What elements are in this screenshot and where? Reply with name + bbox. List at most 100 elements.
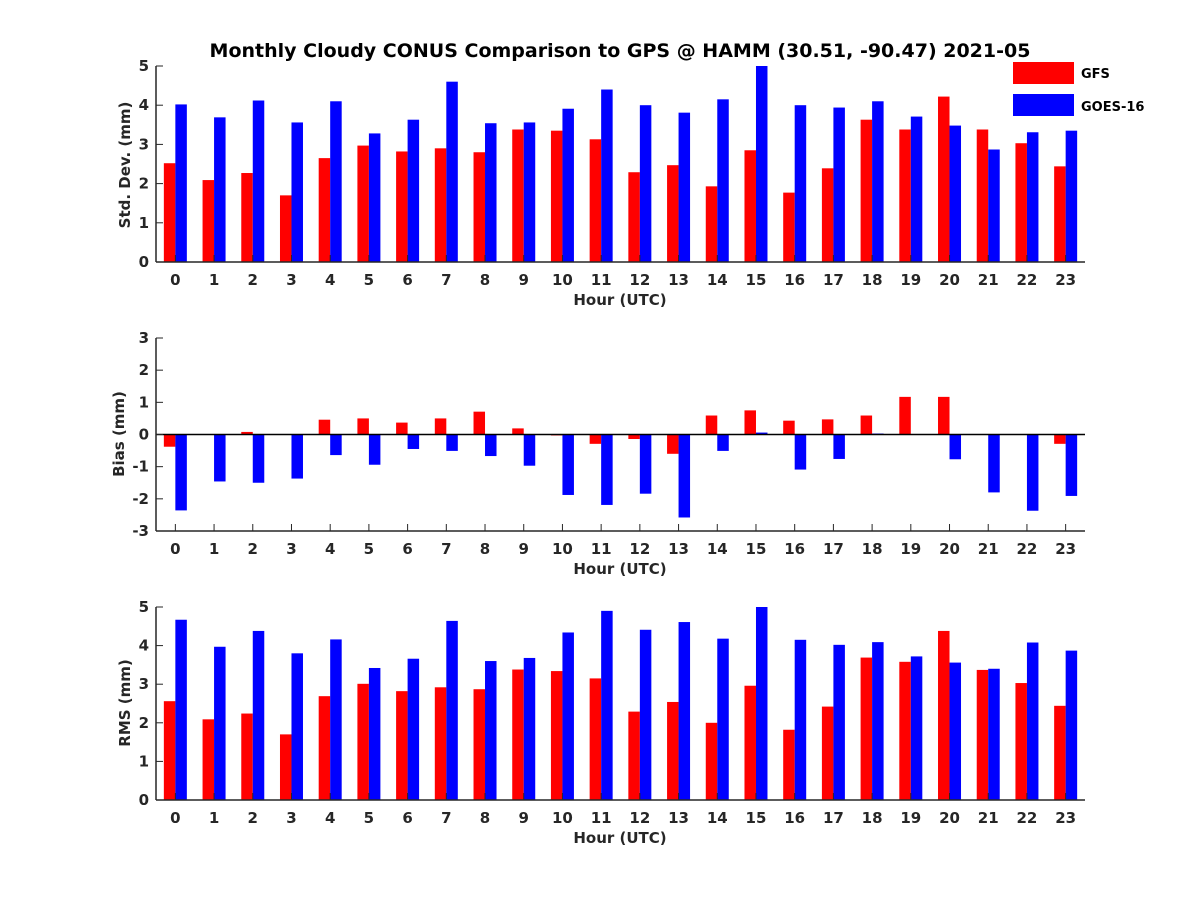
bias-bar-gfs-2 (241, 431, 253, 435)
bias-xtick-label: 2 (248, 540, 258, 558)
std-dev-bar-gfs-7 (434, 148, 447, 262)
bias-xtick-label: 11 (591, 540, 612, 558)
bias-bar-goes16-13 (678, 434, 691, 518)
rms-xtick-label: 18 (862, 809, 883, 827)
bias-bar-gfs-8 (473, 411, 486, 435)
bias-bar-gfs-19 (899, 396, 911, 435)
figure-title: Monthly Cloudy CONUS Comparison to GPS @… (210, 40, 1031, 62)
std-dev-bar-gfs-5 (357, 145, 369, 262)
bias-bar-goes16-8 (485, 434, 497, 457)
bias-xtick-label: 23 (1055, 540, 1076, 558)
rms-xtick-label: 0 (170, 809, 180, 827)
bias-bar-goes16-20 (949, 434, 962, 460)
rms-bar-gfs-16 (783, 729, 795, 800)
rms-bar-goes16-18 (872, 642, 884, 800)
std-dev-xtick-label: 0 (170, 271, 180, 289)
bias-xtick-label: 8 (480, 540, 490, 558)
rms-bar-goes16-10 (562, 632, 574, 800)
rms-ytick-label: 5 (139, 598, 149, 616)
bias-xtick-label: 6 (402, 540, 412, 558)
std-dev-ytick-label: 0 (139, 253, 149, 271)
std-dev-xtick-label: 4 (325, 271, 335, 289)
rms-bar-gfs-23 (1054, 705, 1066, 800)
std-dev-bar-gfs-1 (202, 180, 215, 262)
std-dev-bar-goes16-19 (910, 116, 923, 262)
bias-bar-gfs-0 (163, 434, 176, 447)
rms-ylabel: RMS (mm) (116, 659, 134, 746)
bias-ytick-label: 1 (139, 393, 149, 411)
rms-bar-gfs-9 (512, 669, 524, 800)
bias-bar-goes16-7 (446, 434, 458, 451)
std-dev-bar-gfs-6 (396, 151, 408, 262)
rms-bar-goes16-21 (988, 668, 1000, 800)
std-dev-xtick-label: 16 (784, 271, 805, 289)
std-dev-ytick-label: 2 (139, 175, 149, 193)
rms-xtick-label: 22 (1017, 809, 1038, 827)
rms-xtick-label: 2 (248, 809, 258, 827)
bias-bar-goes16-16 (794, 434, 807, 470)
rms-bar-gfs-19 (899, 661, 911, 800)
std-dev-bar-goes16-6 (407, 119, 420, 262)
rms-bar-gfs-13 (667, 701, 679, 800)
rms-ytick-label: 0 (139, 791, 149, 809)
bias-ylabel: Bias (mm) (110, 391, 128, 477)
bias-bar-gfs-20 (938, 396, 950, 435)
bias-bar-gfs-15 (744, 410, 756, 435)
bias-ytick-label: 0 (139, 426, 149, 444)
std-dev-xtick-label: 1 (209, 271, 219, 289)
std-dev-xtick-label: 5 (364, 271, 374, 289)
std-dev-bar-goes16-5 (368, 133, 381, 262)
std-dev-bar-gfs-9 (512, 129, 524, 262)
std-dev-bar-gfs-20 (938, 96, 950, 262)
bias-bar-gfs-17 (821, 419, 834, 435)
std-dev-bar-gfs-3 (279, 195, 292, 262)
legend: GFS GOES-16 (1013, 62, 1144, 116)
rms-xtick-label: 1 (209, 809, 219, 827)
rms-xtick-label: 5 (364, 809, 374, 827)
bias-bar-goes16-23 (1065, 434, 1078, 496)
std-dev-bar-goes16-17 (833, 107, 845, 262)
std-dev-bar-goes16-9 (523, 122, 536, 262)
rms-bar-goes16-6 (407, 658, 420, 800)
rms-xtick-label: 15 (746, 809, 767, 827)
std-dev-bar-gfs-18 (860, 119, 873, 262)
bias-xtick-label: 15 (746, 540, 767, 558)
rms-xtick-label: 23 (1055, 809, 1076, 827)
rms-xtick-label: 19 (900, 809, 921, 827)
bias-xtick-label: 18 (862, 540, 883, 558)
std-dev-xtick-label: 11 (591, 271, 612, 289)
rms-xtick-label: 3 (286, 809, 296, 827)
rms-xtick-label: 9 (519, 809, 529, 827)
rms-xtick-label: 13 (668, 809, 689, 827)
bias-bar-goes16-17 (833, 434, 845, 459)
std-dev-bar-goes16-2 (252, 100, 265, 262)
rms-xtick-label: 17 (823, 809, 844, 827)
std-dev-bar-goes16-21 (988, 149, 1000, 262)
std-dev-bar-goes16-13 (678, 112, 691, 263)
rms-xtick-label: 8 (480, 809, 490, 827)
std-dev-bar-gfs-13 (667, 165, 679, 262)
std-dev-xtick-label: 15 (746, 271, 767, 289)
rms-bar-gfs-20 (938, 630, 950, 800)
bias-xtick-label: 17 (823, 540, 844, 558)
std-dev-bar-gfs-12 (628, 172, 640, 262)
bias-bar-gfs-4 (318, 419, 331, 435)
bias-bar-goes16-1 (214, 434, 226, 482)
rms-ytick-label: 3 (139, 675, 149, 693)
legend-swatch-gfs (1013, 62, 1074, 84)
legend-label-goes16: GOES-16 (1081, 100, 1144, 115)
rms-bar-goes16-13 (678, 622, 691, 800)
rms-bar-gfs-7 (434, 687, 447, 800)
rms-ytick-label: 4 (139, 637, 149, 655)
rms-bar-goes16-3 (291, 653, 303, 800)
bias-bar-goes16-11 (601, 434, 613, 505)
std-dev-xtick-label: 18 (862, 271, 883, 289)
bias-xtick-label: 14 (707, 540, 728, 558)
std-dev-xtick-label: 2 (248, 271, 258, 289)
rms-bar-goes16-14 (717, 638, 729, 800)
rms-bar-goes16-5 (368, 667, 381, 800)
rms-bar-gfs-2 (241, 713, 253, 800)
rms-bar-goes16-23 (1065, 650, 1078, 800)
